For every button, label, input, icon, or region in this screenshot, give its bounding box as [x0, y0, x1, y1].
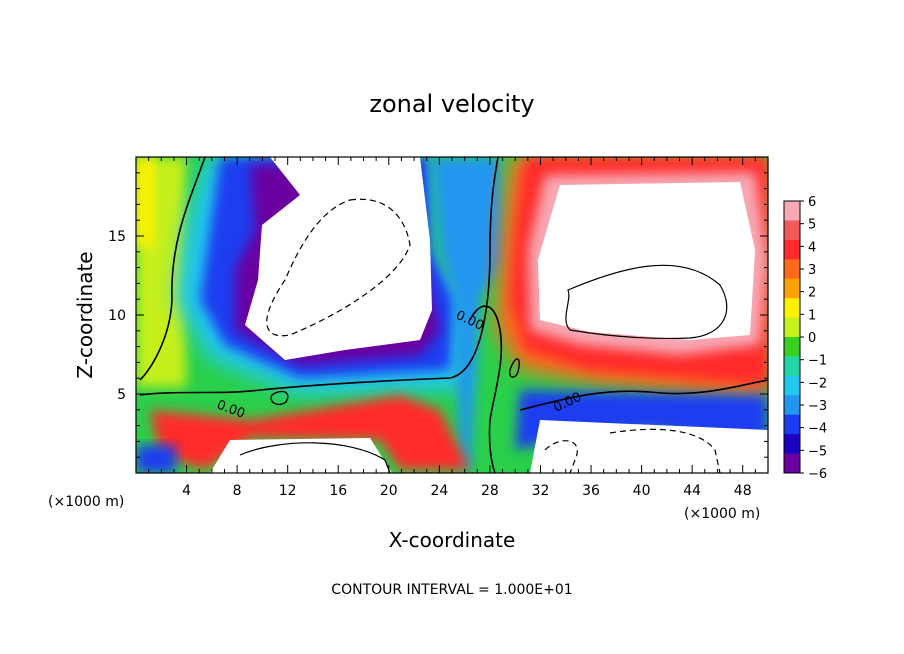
x-unit-label-left: (×1000 m)	[48, 494, 124, 510]
x-tick-label: 24	[430, 483, 448, 499]
heatmap-field	[136, 157, 768, 473]
colorbar-swatch	[784, 356, 800, 377]
x-tick-label: 44	[683, 483, 701, 499]
x-tick-label: 12	[279, 483, 297, 499]
colorbar-label: 3	[808, 263, 816, 278]
colorbar-label: 5	[808, 218, 816, 233]
contour-lines	[139, 157, 768, 473]
colorbar-swatch	[784, 317, 800, 338]
colorbar-swatch	[784, 337, 800, 357]
x-tick-label: 36	[582, 483, 600, 499]
colorbar-swatch	[784, 298, 800, 319]
x-tick-label: 4	[182, 483, 191, 499]
colorbar-swatch	[784, 453, 800, 474]
colorbar-swatch	[784, 434, 800, 455]
x-tick-label: 16	[329, 483, 347, 499]
x-tick-label: 48	[734, 483, 752, 499]
x-tick-label: 32	[532, 483, 550, 499]
y-axis-title: Z-coordinate	[73, 251, 97, 378]
y-axis-ticks: 5 10 15	[108, 172, 768, 458]
colorbar-label: −4	[808, 422, 827, 437]
colorbar-swatch	[784, 375, 800, 396]
colorbar-label: −2	[808, 376, 827, 391]
colorbar-label: 2	[808, 286, 816, 301]
colorbar-label: −3	[808, 399, 827, 414]
colorbar-label: −1	[808, 354, 827, 369]
colorbar-swatch	[784, 278, 800, 299]
y-tick-label: 10	[108, 308, 126, 324]
colorbar-swatch	[784, 239, 800, 260]
x-unit-label-right: (×1000 m)	[684, 506, 760, 522]
x-tick-label: 20	[380, 483, 398, 499]
x-tick-label: 40	[633, 483, 651, 499]
x-tick-label: 28	[481, 483, 499, 499]
x-axis-ticks: 4 8 12 16 20 24 28 32 36 40 44 48	[148, 157, 756, 499]
colorbar: 6 5 4 3 2 1 0 −1 −2 −3 −4 −5 −6	[783, 195, 827, 482]
colorbar-label: −5	[808, 444, 827, 459]
colorbar-label: 6	[808, 195, 816, 210]
colorbar-label: −6	[808, 467, 827, 482]
colorbar-swatch	[784, 259, 800, 280]
colorbar-swatch	[784, 220, 800, 241]
colorbar-swatch	[784, 395, 800, 416]
y-tick-label: 5	[117, 387, 126, 403]
colorbar-label: 4	[808, 240, 816, 255]
colorbar-label: 0	[808, 331, 816, 346]
y-tick-label: 15	[108, 229, 126, 245]
contour-interval-note: CONTOUR INTERVAL = 1.000E+01	[331, 582, 572, 598]
colorbar-swatch	[784, 201, 800, 221]
x-axis-title: X-coordinate	[389, 528, 516, 552]
chart-title: zonal velocity	[369, 90, 534, 118]
x-tick-label: 8	[233, 483, 242, 499]
colorbar-swatch	[784, 414, 800, 435]
colorbar-label: 1	[808, 308, 816, 323]
